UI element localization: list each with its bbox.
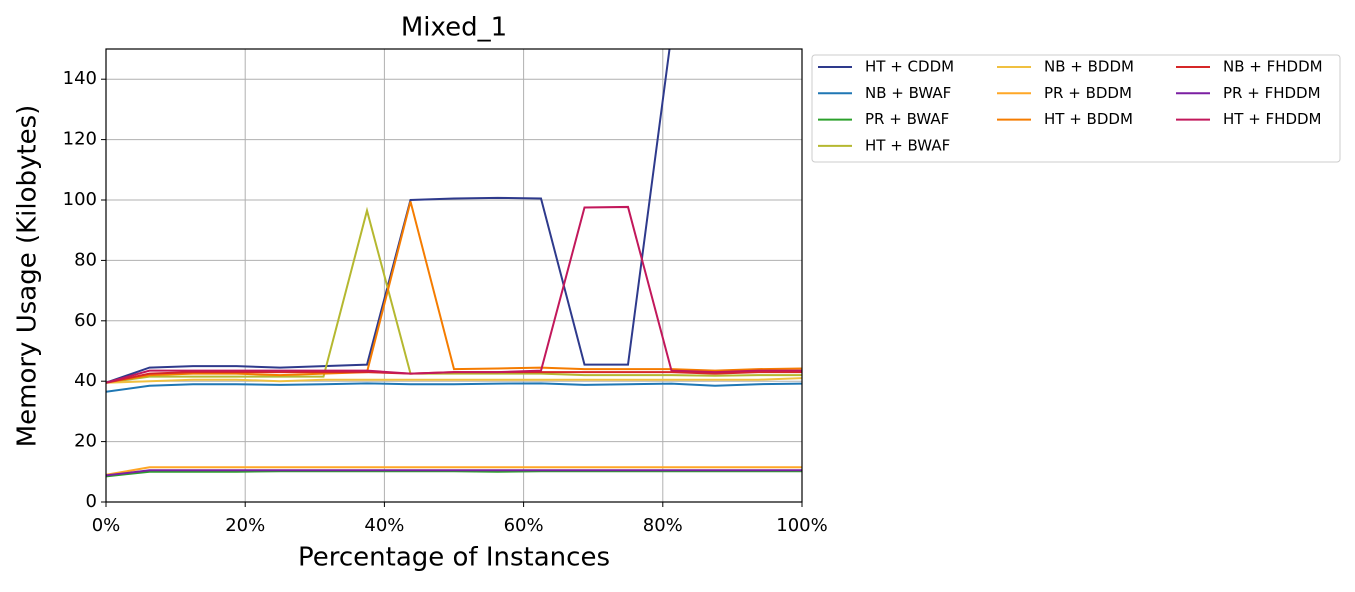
- x-tick-label: 40%: [364, 515, 404, 536]
- legend-label: HT + CDDM: [865, 58, 954, 76]
- series-line: [106, 470, 802, 478]
- y-tick-label: 120: [63, 129, 97, 150]
- legend-label: HT + BDDM: [1044, 110, 1133, 128]
- series-line: [106, 466, 802, 476]
- x-tick-label: 60%: [504, 515, 544, 536]
- x-tick-label: 80%: [643, 515, 683, 536]
- x-tick-label: 100%: [776, 515, 827, 536]
- series-line: [106, 382, 802, 393]
- y-tick-label: 0: [86, 491, 97, 512]
- y-tick-label: 40: [74, 370, 97, 391]
- series-line: [106, 49, 671, 384]
- series-line: [106, 206, 802, 384]
- legend-label: PR + FHDDM: [1223, 84, 1321, 102]
- series-line: [106, 201, 802, 384]
- legend-box: [811, 54, 1341, 163]
- legend-label: PR + BDDM: [1044, 84, 1132, 102]
- x-tick-label: 20%: [225, 515, 265, 536]
- y-tick-label: 140: [63, 68, 97, 89]
- legend-label: HT + FHDDM: [1223, 110, 1322, 128]
- plot-frame: [105, 48, 803, 503]
- y-tick-label: 80: [74, 249, 97, 270]
- y-tick-label: 60: [74, 310, 97, 331]
- y-tick-label: 100: [63, 189, 97, 210]
- legend-label: NB + FHDDM: [1223, 58, 1323, 76]
- legend-label: HT + BWAF: [865, 136, 950, 154]
- legend-label: PR + BWAF: [865, 110, 949, 128]
- legend-label: NB + BWAF: [865, 84, 951, 102]
- series-line: [106, 469, 802, 477]
- x-axis-label: Percentage of Instances: [298, 543, 610, 573]
- x-tick-label: 0%: [92, 515, 121, 536]
- y-tick-label: 20: [74, 431, 97, 452]
- y-axis-label: Memory Usage (Kilobytes): [13, 105, 43, 448]
- legend-label: NB + BDDM: [1044, 58, 1134, 76]
- series-line: [106, 205, 802, 384]
- plot-lines: [106, 49, 802, 478]
- chart-title: Mixed_1: [401, 13, 507, 43]
- series-line: [106, 377, 802, 384]
